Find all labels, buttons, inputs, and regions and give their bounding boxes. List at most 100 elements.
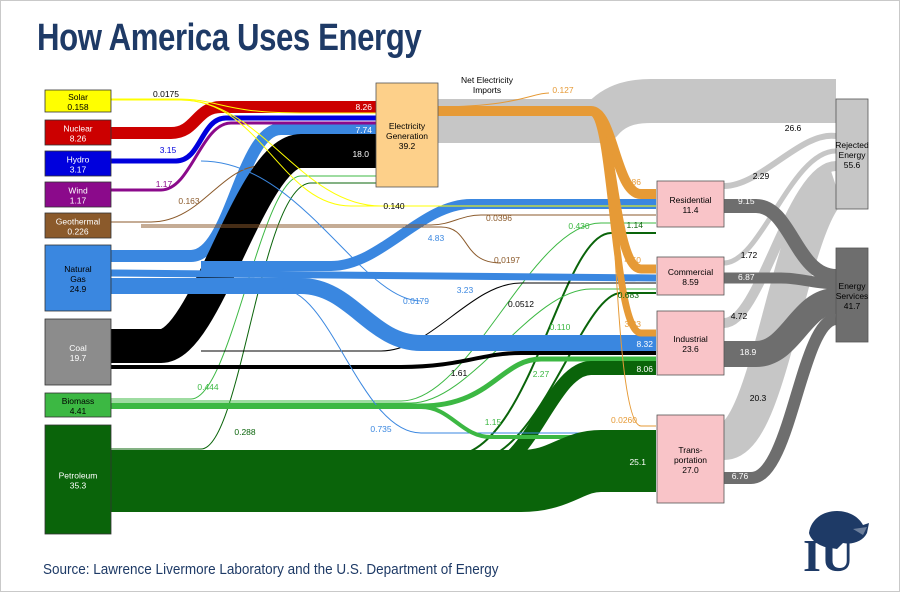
source-label-wind: Wind — [68, 186, 88, 196]
source-label-solar: Solar — [68, 92, 88, 102]
flow-natural_gas-to-residential — [201, 199, 656, 271]
flow-value-label: 0.0179 — [403, 296, 429, 306]
flow-value-label: 0.127 — [552, 85, 574, 95]
node-value-rejected: 55.6 — [844, 160, 861, 170]
flow-electricity-to-transportation — [438, 110, 656, 427]
flow-value-label: 3.23 — [457, 285, 474, 295]
flow-ribbons — [110, 79, 846, 512]
flow-industrial-to-rejected — [722, 161, 837, 328]
node-label-transportation: Trans- — [678, 445, 702, 455]
flow-coal-to-industrial — [111, 351, 656, 369]
source-box-solar — [44, 89, 112, 113]
source-note: Source: Lawrence Livermore Laboratory an… — [43, 561, 499, 578]
flow-value-label: 20.3 — [750, 393, 767, 403]
logo-letters: IU — [803, 530, 854, 577]
imports-label: Net Electricity — [461, 75, 514, 85]
flow-natural_gas-to-electricity — [111, 123, 376, 262]
source-box-coal — [44, 318, 112, 386]
source-label-petroleum: Petroleum — [59, 471, 98, 481]
source-value-hydro: 3.17 — [70, 165, 87, 175]
flow-value-label: 1.15 — [485, 417, 502, 427]
node-box-services — [835, 247, 869, 343]
source-value-solar: 0.158 — [67, 102, 89, 112]
flow-value-label: 0.0512 — [508, 299, 534, 309]
flow-value-label: 4.86 — [624, 177, 641, 187]
flow-value-label: 1.61 — [451, 368, 468, 378]
flow-value-label: 0.0175 — [153, 89, 179, 99]
flow-biomass-to-transportation — [111, 405, 656, 439]
flow-geothermal-to-commercial — [141, 226, 502, 264]
flow-solar-to-end-use — [180, 99, 431, 207]
flow-commercial-to-services — [724, 272, 837, 290]
flow-natural_gas-to-end-use — [200, 160, 422, 302]
flow-value-label: 6.76 — [732, 471, 749, 481]
node-label-transportation: portation — [674, 455, 707, 465]
node-value-residential: 11.4 — [683, 205, 699, 215]
node-value-industrial: 23.6 — [682, 344, 699, 354]
flow-labels: 26.6 2.29 1.72 4.72 20.3 8.26 7.74 3.15 1.17 0.01… — [153, 85, 802, 481]
flow-value-label: 8.26 — [355, 102, 372, 112]
flow-value-label: 4.83 — [428, 233, 445, 243]
source-label-nuclear: Nuclear — [63, 124, 92, 134]
flow-value-label: 1.72 — [741, 250, 758, 260]
flow-value-label: 4.50 — [624, 255, 641, 265]
flow-natural_gas-to-transportation — [111, 288, 656, 434]
flow-value-label: 0.430 — [568, 221, 590, 231]
logo-bear-snout — [853, 527, 867, 535]
source-label-coal: Coal — [69, 343, 87, 353]
source-value-petroleum: 35.3 — [70, 481, 87, 491]
source-box-biomass — [44, 392, 112, 418]
imports-label: Imports — [473, 85, 501, 95]
flow-hydro-to-electricity — [111, 115, 376, 164]
flow-value-label: 26.6 — [785, 123, 802, 133]
flow-natural_gas-to-industrial — [111, 278, 656, 351]
node-value-commercial: 8.59 — [682, 277, 699, 287]
flow-imports-to-electricity — [437, 92, 550, 108]
flow-value-label: 0.683 — [618, 290, 640, 300]
node-label-industrial: Industrial — [673, 334, 708, 344]
flow-value-label: 3.15 — [160, 145, 177, 155]
node-label-commercial: Commercial — [668, 267, 713, 277]
node-box-rejected — [835, 98, 869, 210]
source-box-nuclear — [44, 119, 112, 146]
flow-solar-to-electricity — [111, 98, 376, 114]
flow-value-label: 0.0396 — [486, 213, 512, 223]
flow-value-label: 6.87 — [738, 272, 755, 282]
node-box-transportation — [656, 414, 725, 504]
flow-value-label: 0.0197 — [494, 255, 520, 265]
flow-value-label: 0.163 — [178, 196, 200, 206]
flow-value-label: 18.0 — [352, 149, 369, 159]
flow-coal-to-electricity — [111, 134, 376, 363]
flow-wind-to-electricity — [111, 121, 376, 192]
flow-residential-to-services — [724, 199, 837, 283]
flow-value-label: 1.17 — [156, 179, 173, 189]
node-value-transportation: 27.0 — [682, 465, 699, 475]
flow-geothermal-to-electricity — [111, 165, 376, 223]
node-label-electricity: Generation — [386, 131, 428, 141]
flow-value-label: 9.15 — [738, 196, 755, 206]
flow-industrial-to-services — [724, 288, 838, 367]
source-label-natural_gas: Natural — [64, 264, 92, 274]
flow-value-label: 18.9 — [740, 347, 757, 357]
flow-value-label: 25.1 — [629, 457, 646, 467]
logo-bear-shape — [809, 511, 869, 549]
flow-electricity-to-industrial — [438, 107, 656, 337]
flow-biomass-to-industrial — [111, 356, 656, 409]
node-label-services: Energy — [839, 281, 867, 291]
flow-value-label: 0.0260 — [611, 415, 637, 425]
flow-natural_gas-to-commercial — [110, 269, 657, 282]
node-box-commercial — [656, 256, 725, 296]
flow-petroleum-to-transportation — [111, 430, 656, 512]
source-label-hydro: Hydro — [67, 155, 90, 165]
source-value-coal: 19.7 — [70, 353, 87, 363]
flow-transportation-to-rejected — [719, 168, 846, 460]
flow-transportation-to-services — [724, 313, 838, 484]
source-label-natural_gas: Gas — [70, 274, 86, 284]
flow-value-label: 0.140 — [383, 201, 405, 211]
flow-value-label: 3.33 — [624, 319, 641, 329]
flow-value-label: 8.32 — [636, 339, 653, 349]
